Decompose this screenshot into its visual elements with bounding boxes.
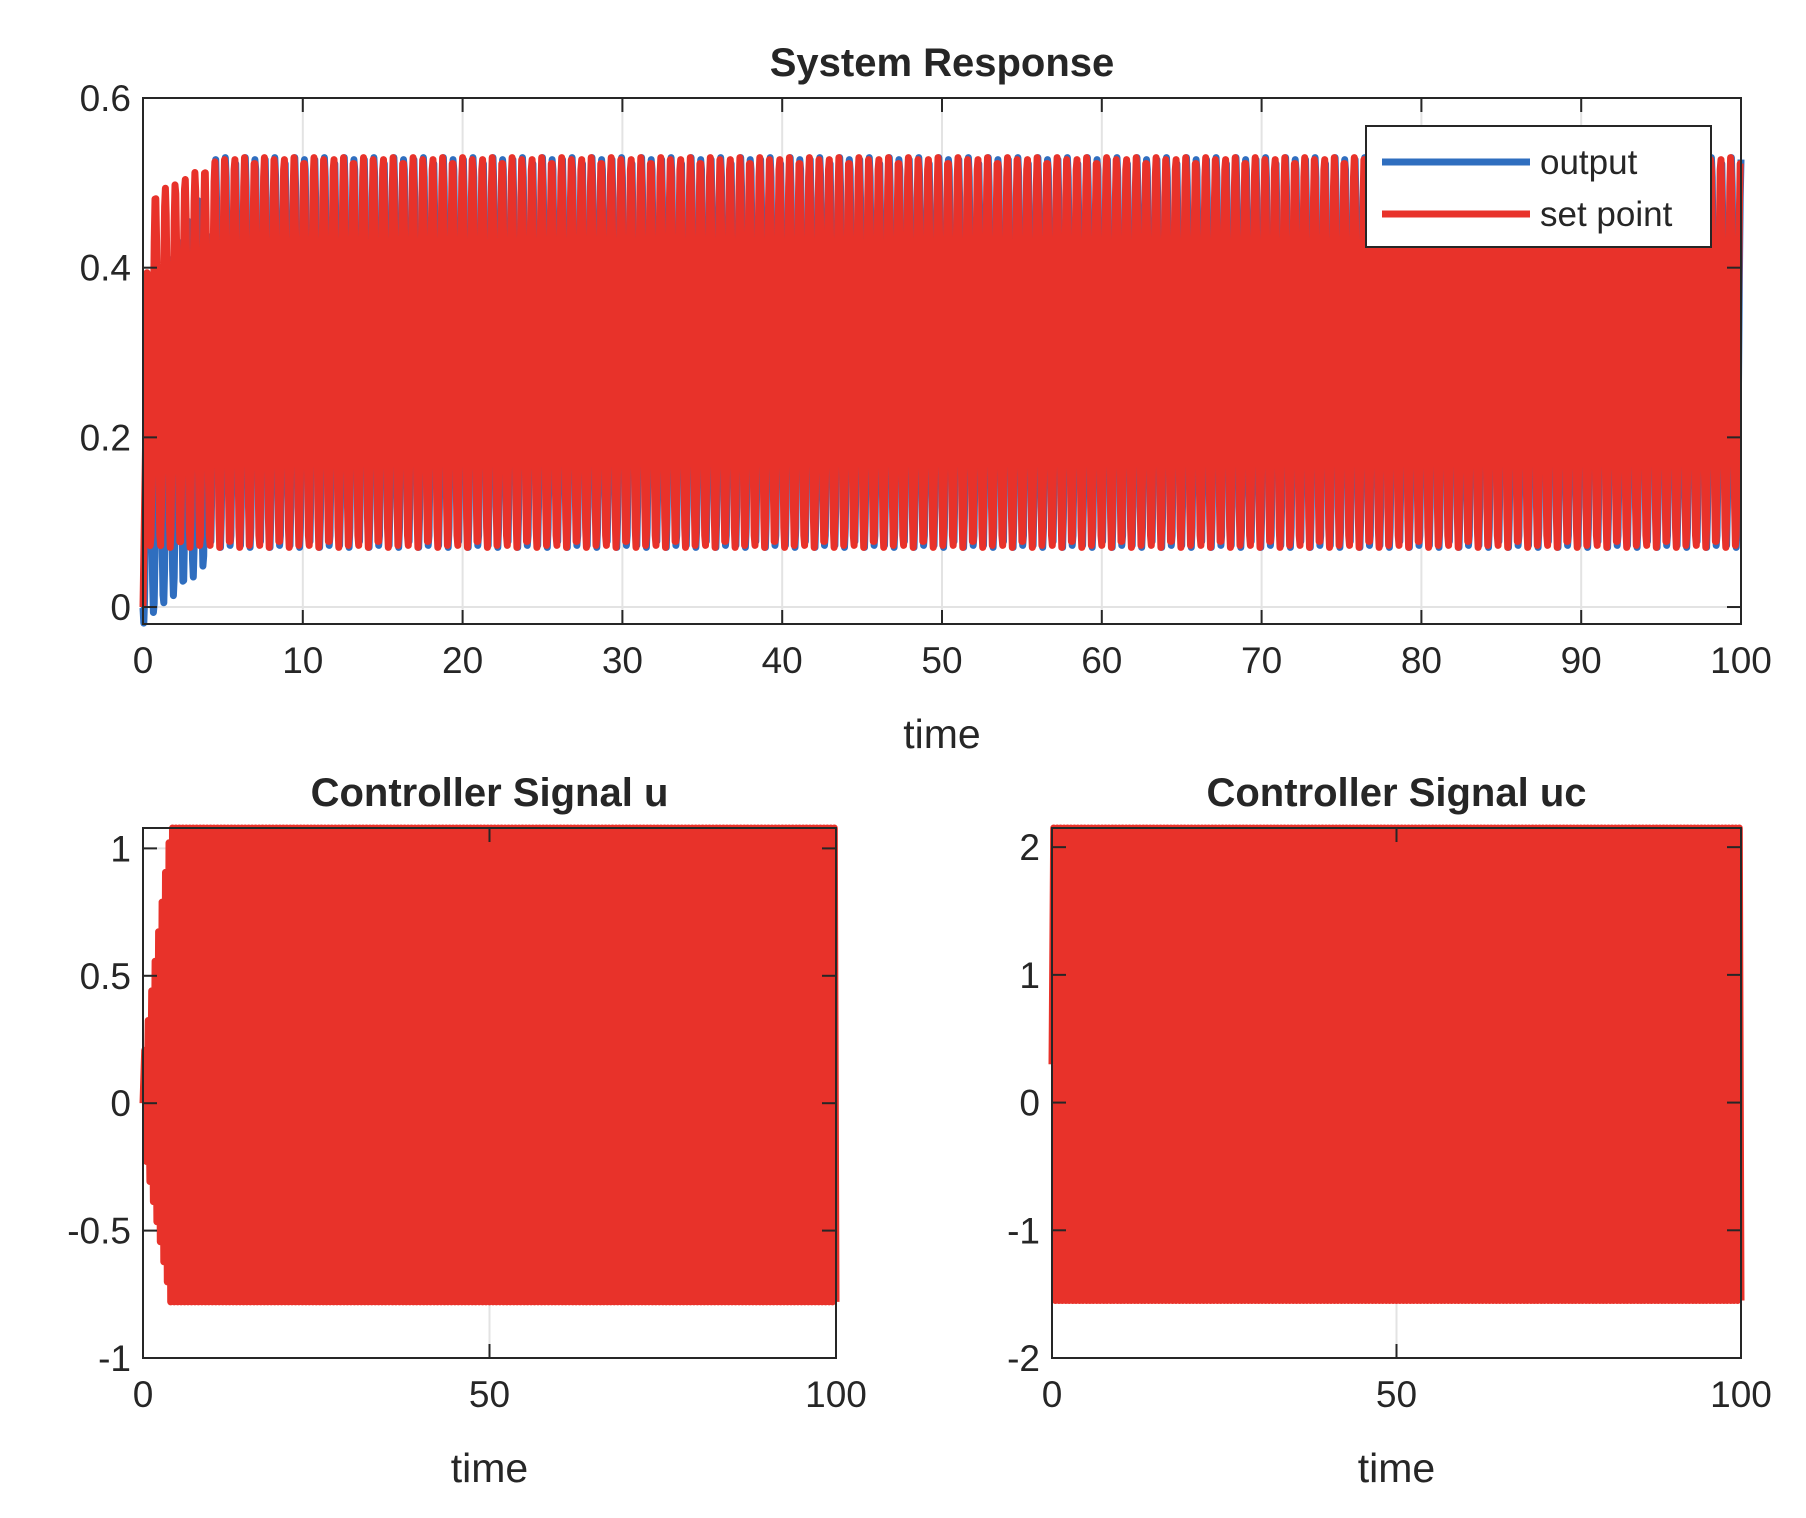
x-tick-label: 90 xyxy=(1561,640,1602,681)
y-tick-label: 0 xyxy=(110,1083,131,1124)
series-layer xyxy=(139,824,840,1306)
system-response-axes: 0 10 20 30 40 50 60 70 80 90 100 0 0.2 0.4 0.6 System … xyxy=(80,41,1772,757)
x-tick-label: 40 xyxy=(762,640,803,681)
x-tick-label: 70 xyxy=(1241,640,1282,681)
y-tick-label: 1 xyxy=(1019,955,1040,996)
x-tick-label: 100 xyxy=(1710,1374,1772,1415)
series-line-controller-signal xyxy=(1048,824,1745,1304)
legend-box xyxy=(1365,125,1712,248)
y-tick-label: -0.5 xyxy=(67,1211,131,1252)
tick-marks xyxy=(142,97,1742,624)
x-axis-label: time xyxy=(903,711,980,757)
x-tick-label: 50 xyxy=(921,640,962,681)
y-tick-label: 0.5 xyxy=(80,956,131,997)
y-tick-label: 2 xyxy=(1019,827,1040,868)
series-line-set-point xyxy=(139,154,1744,608)
x-tick-label: 0 xyxy=(133,640,154,681)
x-tick-label: 100 xyxy=(805,1374,867,1415)
x-tick-label: 80 xyxy=(1401,640,1442,681)
chart-title: Controller Signal uc xyxy=(1206,771,1586,815)
x-axis-label: time xyxy=(1358,1445,1435,1491)
chart-title: Controller Signal u xyxy=(311,771,669,815)
legend: output set point xyxy=(1365,125,1712,248)
tick-marks xyxy=(142,828,837,1359)
series-layer xyxy=(1048,824,1745,1304)
tick-labels: 0 50 100 -2 -1 0 1 2 xyxy=(1007,827,1772,1415)
x-tick-label: 0 xyxy=(133,1374,154,1415)
y-tick-label: 1 xyxy=(110,828,131,869)
controller-signal-u-axes: 0 50 100 -1 -0.5 0 0.5 1 Controller Signal u ti… xyxy=(67,771,867,1491)
legend-label-output: output xyxy=(1540,143,1638,182)
y-tick-label: 0.2 xyxy=(80,417,131,458)
tick-marks xyxy=(1051,828,1742,1359)
x-tick-label: 20 xyxy=(442,640,483,681)
y-tick-label: 0.6 xyxy=(80,78,131,119)
tick-labels: 0 10 20 30 40 50 60 70 80 90 100 0 0.2 0.4 0.6 xyxy=(80,78,1772,681)
chart-title: System Response xyxy=(770,41,1115,85)
y-tick-label: -1 xyxy=(98,1338,131,1379)
x-tick-label: 50 xyxy=(1376,1374,1417,1415)
controller-signal-uc-axes: 0 50 100 -2 -1 0 1 2 Controller Signal uc time xyxy=(1007,771,1772,1491)
y-tick-label: 0 xyxy=(1019,1083,1040,1124)
legend-label-set-point: set point xyxy=(1540,195,1673,234)
x-tick-label: 0 xyxy=(1042,1374,1063,1415)
y-tick-label: 0 xyxy=(110,587,131,628)
x-tick-label: 60 xyxy=(1081,640,1122,681)
y-tick-label: -2 xyxy=(1007,1338,1040,1379)
x-axis-label: time xyxy=(451,1445,528,1491)
x-tick-label: 10 xyxy=(282,640,323,681)
series-line-controller-signal xyxy=(139,824,840,1306)
x-tick-label: 50 xyxy=(469,1374,510,1415)
y-tick-label: -1 xyxy=(1007,1210,1040,1251)
x-tick-label: 100 xyxy=(1710,640,1772,681)
tick-labels: 0 50 100 -1 -0.5 0 0.5 1 xyxy=(67,828,867,1415)
x-tick-label: 30 xyxy=(602,640,643,681)
y-tick-label: 0.4 xyxy=(80,248,131,289)
